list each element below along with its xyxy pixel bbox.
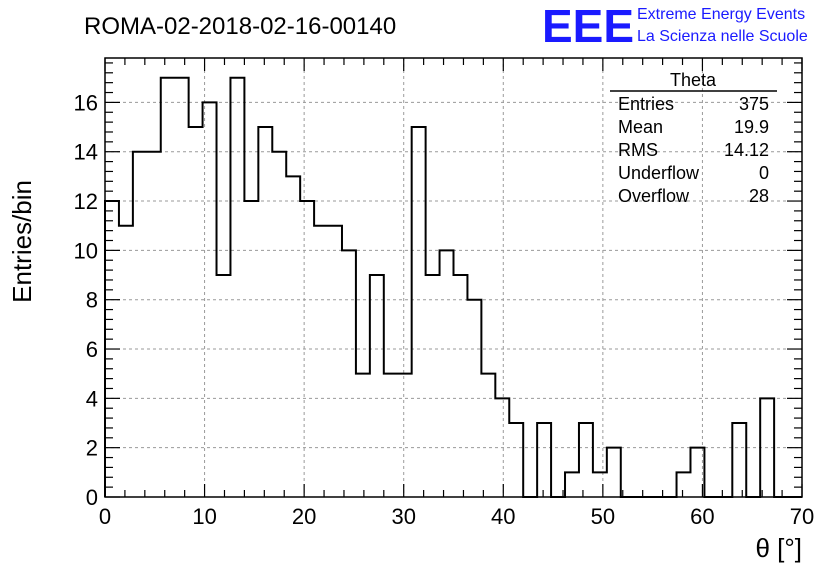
eee-logo: EEE bbox=[542, 0, 634, 52]
logo-line-1: Extreme Energy Events bbox=[637, 6, 805, 23]
stats-label-mean: Mean bbox=[618, 117, 663, 137]
stats-label-entries: Entries bbox=[618, 94, 674, 114]
x-tick-label: 10 bbox=[192, 504, 216, 529]
axes: 0 10 20 30 40 50 60 70 0 2 4 6 8 10 12 14 16 bbox=[74, 57, 814, 529]
histogram-bars bbox=[104, 76, 802, 498]
y-tick-label: 10 bbox=[74, 238, 98, 263]
stats-value-mean: 19.9 bbox=[734, 117, 769, 137]
stats-box: Theta Entries 375 Mean 19.9 RMS 14.12 Un… bbox=[610, 70, 777, 206]
stats-value-rms: 14.12 bbox=[724, 140, 769, 160]
x-tick-label: 20 bbox=[292, 504, 316, 529]
y-tick-label: 0 bbox=[86, 485, 98, 510]
stats-box-name: Theta bbox=[670, 70, 717, 90]
y-tick-label: 14 bbox=[74, 140, 98, 165]
stats-label-rms: RMS bbox=[618, 140, 658, 160]
histogram-outline bbox=[104, 76, 802, 498]
y-tick-label: 4 bbox=[86, 386, 98, 411]
grid-lines bbox=[105, 58, 802, 497]
x-axis-title: θ [°] bbox=[755, 533, 802, 563]
stats-label-underflow: Underflow bbox=[618, 163, 700, 183]
plot-frame bbox=[104, 57, 803, 498]
y-tick-label: 2 bbox=[86, 436, 98, 461]
x-tick-label: 50 bbox=[591, 504, 615, 529]
logo-line-2: La Scienza nelle Scuole bbox=[637, 28, 808, 45]
stats-value-overflow: 28 bbox=[749, 186, 769, 206]
x-tick-label: 40 bbox=[491, 504, 515, 529]
stats-value-underflow: 0 bbox=[759, 163, 769, 183]
chart-title: ROMA-02-2018-02-16-00140 bbox=[84, 13, 396, 40]
y-axis-title: Entries/bin bbox=[7, 180, 37, 303]
stats-value-entries: 375 bbox=[739, 94, 769, 114]
y-tick-label: 16 bbox=[74, 90, 98, 115]
x-tick-label: 70 bbox=[790, 504, 814, 529]
y-tick-label: 6 bbox=[86, 337, 98, 362]
x-tick-label: 0 bbox=[99, 504, 111, 529]
y-tick-label: 12 bbox=[74, 189, 98, 214]
stats-label-overflow: Overflow bbox=[618, 186, 690, 206]
x-tick-label: 30 bbox=[391, 504, 415, 529]
x-tick-label: 60 bbox=[690, 504, 714, 529]
y-tick-label: 8 bbox=[86, 288, 98, 313]
